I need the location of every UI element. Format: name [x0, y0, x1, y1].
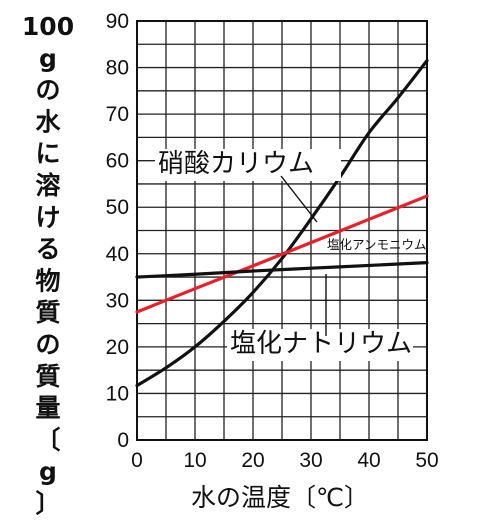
grid-lines	[136, 20, 428, 441]
series-label-2: 塩化ナトリウム	[230, 329, 412, 359]
y-axis-label-char: 質	[35, 362, 60, 391]
x-axis-label: 水の温度〔℃〕	[191, 483, 369, 512]
series-lines	[135, 58, 429, 388]
series-line-1	[135, 194, 429, 314]
plot-frame	[136, 20, 428, 441]
series-line-2	[135, 261, 429, 279]
y-axis-label-char: g	[39, 44, 57, 73]
series-line-0	[135, 58, 429, 388]
y-tick-60: 60	[106, 150, 129, 173]
y-tick-70: 70	[106, 103, 129, 126]
y-tick-50: 50	[106, 196, 129, 219]
y-tick-10: 10	[106, 382, 129, 405]
y-axis-label-char: 100	[22, 12, 74, 41]
y-tick-30: 30	[106, 289, 129, 312]
y-axis-label-char: に	[35, 139, 60, 168]
y-tick-0: 0	[117, 429, 129, 452]
y-axis-label-char: の	[35, 76, 60, 105]
y-tick-80: 80	[106, 57, 129, 80]
y-axis-label-char: 〕	[35, 489, 60, 518]
y-axis-label-char: 物	[35, 266, 60, 295]
y-axis-label-char: g	[39, 457, 57, 486]
x-tick-labels: 0 10 20 30 40 50	[131, 449, 439, 472]
x-tick-40: 40	[357, 449, 380, 472]
x-tick-0: 0	[131, 449, 143, 472]
y-axis-label-char: 水	[35, 107, 61, 136]
series-label-1: 塩化アンモニウム	[327, 237, 427, 252]
y-axis-label-char: る	[35, 235, 60, 264]
y-axis-label-char: の	[35, 330, 60, 359]
y-axis-label-char: 量	[35, 394, 60, 423]
x-tick-20: 20	[241, 449, 264, 472]
x-tick-30: 30	[299, 449, 322, 472]
y-axis-label-char: 〔	[35, 425, 60, 454]
series-label-0: 硝酸カリウム	[158, 149, 314, 179]
y-tick-labels: 0 10 20 30 40 50 60 70 80 90	[106, 10, 129, 452]
series-label-bg-2	[227, 329, 413, 361]
y-tick-20: 20	[106, 336, 129, 359]
series-leader-0	[280, 175, 318, 223]
y-axis-label-char: 質	[35, 298, 60, 327]
y-tick-90: 90	[106, 10, 129, 33]
y-axis-label-char: 溶	[35, 171, 60, 200]
x-tick-50: 50	[415, 449, 438, 472]
x-tick-10: 10	[183, 449, 206, 472]
y-tick-40: 40	[106, 243, 129, 266]
series-label-bg-0	[155, 149, 341, 181]
y-axis-label-char: け	[35, 203, 60, 232]
